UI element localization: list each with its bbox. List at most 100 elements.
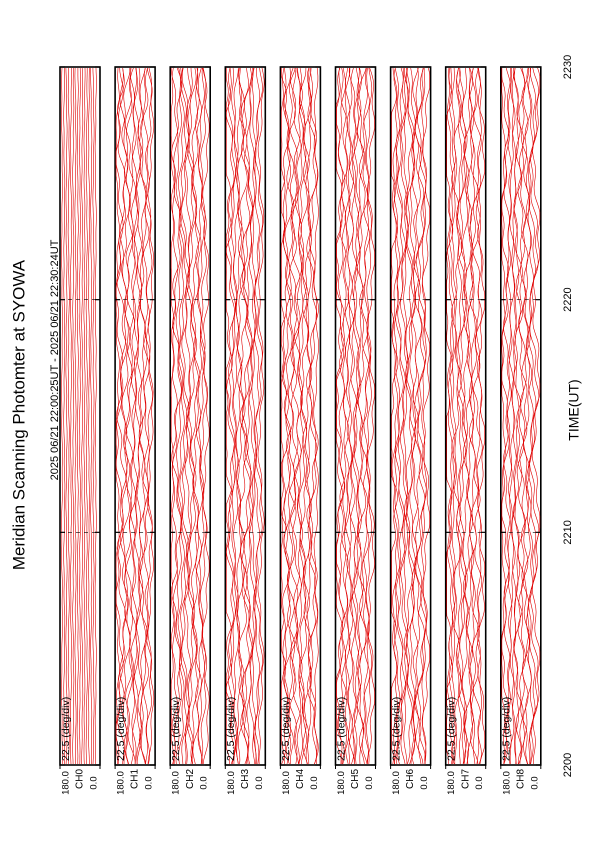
panel (444, 66, 487, 769)
scan-trace (236, 67, 246, 765)
y-tick-label: 180.0 (501, 771, 512, 795)
scan-trace (201, 67, 210, 765)
scale-label: 22.5 (deg/div) (225, 697, 237, 761)
panel-frame (114, 66, 156, 766)
scan-trace (70, 68, 72, 765)
scan-trace (515, 67, 526, 765)
scan-trace (358, 67, 371, 765)
scan-trace (351, 67, 360, 765)
scan-trace (421, 67, 430, 765)
x-tick-label: 2200 (562, 753, 574, 777)
scan-trace (185, 67, 195, 765)
scan-trace (253, 67, 261, 765)
scan-trace (450, 67, 463, 765)
scan-trace (363, 67, 371, 765)
panel (334, 66, 377, 769)
scan-trace (393, 67, 401, 765)
y-tick-label: 0.0 (364, 776, 375, 789)
scan-trace (471, 67, 483, 765)
scan-trace (299, 67, 311, 765)
channel-label: CH0 (75, 769, 86, 789)
scan-trace (529, 67, 540, 765)
y-tick-label: 0.0 (254, 776, 265, 789)
channel-label: CH7 (460, 769, 471, 789)
y-tick-label: 180.0 (336, 771, 347, 795)
scan-trace (356, 67, 368, 765)
scan-trace (468, 67, 481, 765)
scale-label: 22.5 (deg/div) (390, 697, 402, 761)
scan-trace (525, 67, 534, 765)
scan-trace (138, 67, 150, 765)
scan-trace (517, 67, 529, 765)
y-tick-label: 180.0 (61, 771, 72, 795)
scan-trace (65, 67, 68, 765)
scan-trace (413, 67, 426, 765)
scan-trace (290, 67, 302, 765)
scan-trace (119, 67, 129, 765)
scan-trace (184, 67, 192, 765)
scan-trace (144, 67, 153, 765)
scan-trace (451, 67, 458, 764)
scan-trace (88, 67, 90, 765)
scan-trace (409, 67, 417, 765)
scan-trace (231, 67, 238, 765)
scan-trace (239, 67, 251, 765)
scale-label: 22.5 (deg/div) (501, 697, 513, 761)
scan-trace (366, 67, 375, 765)
scan-trace (133, 67, 142, 765)
scan-trace (179, 67, 188, 765)
scan-trace (411, 67, 420, 765)
scan-trace (61, 67, 63, 764)
panel (279, 66, 322, 769)
scan-trace (520, 68, 531, 765)
scan-trace (476, 67, 485, 765)
y-tick-label: 180.0 (171, 771, 182, 795)
scan-trace (63, 68, 66, 764)
channel-label: CH3 (240, 769, 251, 789)
channel-label: CH6 (405, 769, 416, 789)
y-tick-label: 0.0 (309, 776, 320, 789)
x-tick-label: 2220 (562, 287, 574, 311)
scan-trace (83, 67, 86, 765)
y-tick-label: 0.0 (199, 776, 210, 789)
scan-trace (501, 68, 510, 765)
scan-trace (394, 67, 404, 765)
scan-trace (469, 67, 476, 765)
scan-trace (85, 68, 88, 765)
channel-label: CH4 (295, 769, 306, 789)
scan-trace (142, 67, 150, 765)
y-tick-label: 180.0 (116, 771, 127, 795)
panel (169, 66, 211, 769)
scan-trace (135, 67, 144, 765)
scan-trace (403, 67, 409, 765)
scan-trace (339, 67, 350, 765)
x-tick-label: 2230 (562, 55, 574, 79)
panel (114, 66, 156, 769)
y-tick-label: 0.0 (89, 776, 100, 789)
scan-trace (306, 67, 318, 765)
scan-trace (190, 67, 200, 765)
panel (499, 66, 542, 769)
scan-trace (170, 67, 179, 765)
scan-trace (522, 67, 533, 765)
scan-trace (531, 67, 541, 765)
scan-trace (72, 68, 75, 765)
scan-trace (147, 67, 155, 765)
scan-trace (296, 67, 304, 765)
scan-trace (512, 67, 525, 765)
panel (59, 66, 101, 769)
chart-subtitle: 2025 06/21 22:00:25UT - 2025 06/21 22:30… (49, 239, 61, 480)
scan-trace (337, 67, 347, 765)
scan-trace (285, 67, 298, 765)
scan-trace (199, 67, 208, 765)
channel-label: CH8 (515, 769, 526, 789)
scan-trace (92, 67, 95, 765)
panel (389, 66, 432, 769)
x-axis-label: TIME(UT) (566, 379, 582, 440)
scale-label: 22.5 (deg/div) (170, 697, 182, 761)
y-tick-label: 0.0 (474, 776, 485, 789)
y-tick-label: 180.0 (446, 771, 457, 795)
y-tick-label: 0.0 (419, 776, 430, 789)
scan-trace (248, 67, 256, 765)
